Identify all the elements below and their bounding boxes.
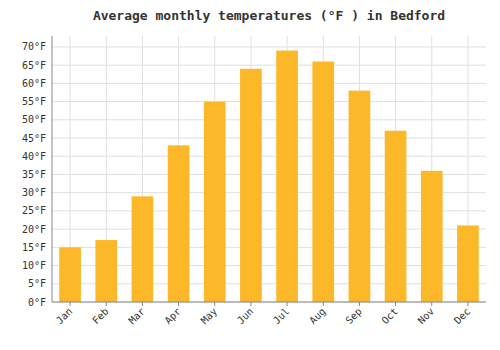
bar <box>132 196 154 302</box>
chart-container: Average monthly temperatures (°F ) in Be… <box>0 0 500 350</box>
tick-label: 20°F <box>22 224 46 235</box>
tick-label: Sep <box>343 306 364 327</box>
tick-label: Dec <box>452 306 473 327</box>
bars <box>59 51 479 302</box>
tick-label: 25°F <box>22 205 46 216</box>
grid-line <box>52 138 486 139</box>
grid-line <box>52 302 486 303</box>
tick-label: 60°F <box>22 78 46 89</box>
tick-mark <box>250 302 251 306</box>
tick-mark <box>178 302 179 306</box>
bar <box>421 171 443 302</box>
tick-label: Oct <box>379 306 400 327</box>
tick-label: 50°F <box>22 114 46 125</box>
tick-label: 65°F <box>22 60 46 71</box>
bar <box>385 131 407 302</box>
tick-mark <box>431 302 432 306</box>
bar <box>312 62 334 302</box>
bar <box>59 247 81 302</box>
tick-label: 45°F <box>22 133 46 144</box>
tick-label: 30°F <box>22 187 46 198</box>
tick-label: Mar <box>126 306 147 327</box>
tick-label: 0°F <box>28 297 46 308</box>
tick-label: 15°F <box>22 242 46 253</box>
bar <box>204 102 226 302</box>
grid-line <box>52 119 486 120</box>
tick-label: 10°F <box>22 260 46 271</box>
x-axis-line <box>52 302 486 303</box>
tick-mark <box>323 302 324 306</box>
tick-mark <box>287 302 288 306</box>
bar <box>457 225 479 302</box>
y-axis: 0°F 5°F 10°F 15°F 20°F 25°F 30°F 35°F 40°F 45°F 50… <box>22 41 486 307</box>
tick-mark <box>359 302 360 306</box>
tick-mark <box>106 302 107 306</box>
grid-line <box>52 46 486 47</box>
tick-label: Jan <box>54 306 75 327</box>
tick-mark <box>142 302 143 306</box>
chart: Average monthly temperatures (°F ) in Be… <box>0 0 500 350</box>
tick-label: Nov <box>416 306 437 327</box>
bar <box>240 69 262 302</box>
tick-label: Aug <box>307 306 328 327</box>
grid-line <box>52 65 486 66</box>
bar <box>168 145 190 302</box>
tick-mark <box>70 302 71 306</box>
grid-line <box>52 101 486 102</box>
bar <box>349 91 371 302</box>
grid-line <box>52 156 486 157</box>
tick-label: 70°F <box>22 41 46 52</box>
y-axis-line <box>52 36 53 302</box>
bar <box>95 240 117 302</box>
tick-label: 55°F <box>22 96 46 107</box>
tick-mark <box>467 302 468 306</box>
tick-label: 5°F <box>28 278 46 289</box>
tick-label: Jun <box>235 306 256 327</box>
tick-mark <box>395 302 396 306</box>
tick-label: 40°F <box>22 151 46 162</box>
tick-label: May <box>199 306 220 327</box>
title: Average monthly temperatures (°F ) in Be… <box>93 8 445 23</box>
tick-label: Jul <box>271 306 292 327</box>
tick-label: Feb <box>90 306 111 327</box>
tick-mark <box>214 302 215 306</box>
tick-label: Apr <box>162 306 183 327</box>
grid-line <box>52 83 486 84</box>
x-axis: Jan Feb Mar Apr May Jun Jul Aug Sep Oct Nov Dec <box>54 36 472 326</box>
bar <box>276 51 298 302</box>
tick-label: 35°F <box>22 169 46 180</box>
